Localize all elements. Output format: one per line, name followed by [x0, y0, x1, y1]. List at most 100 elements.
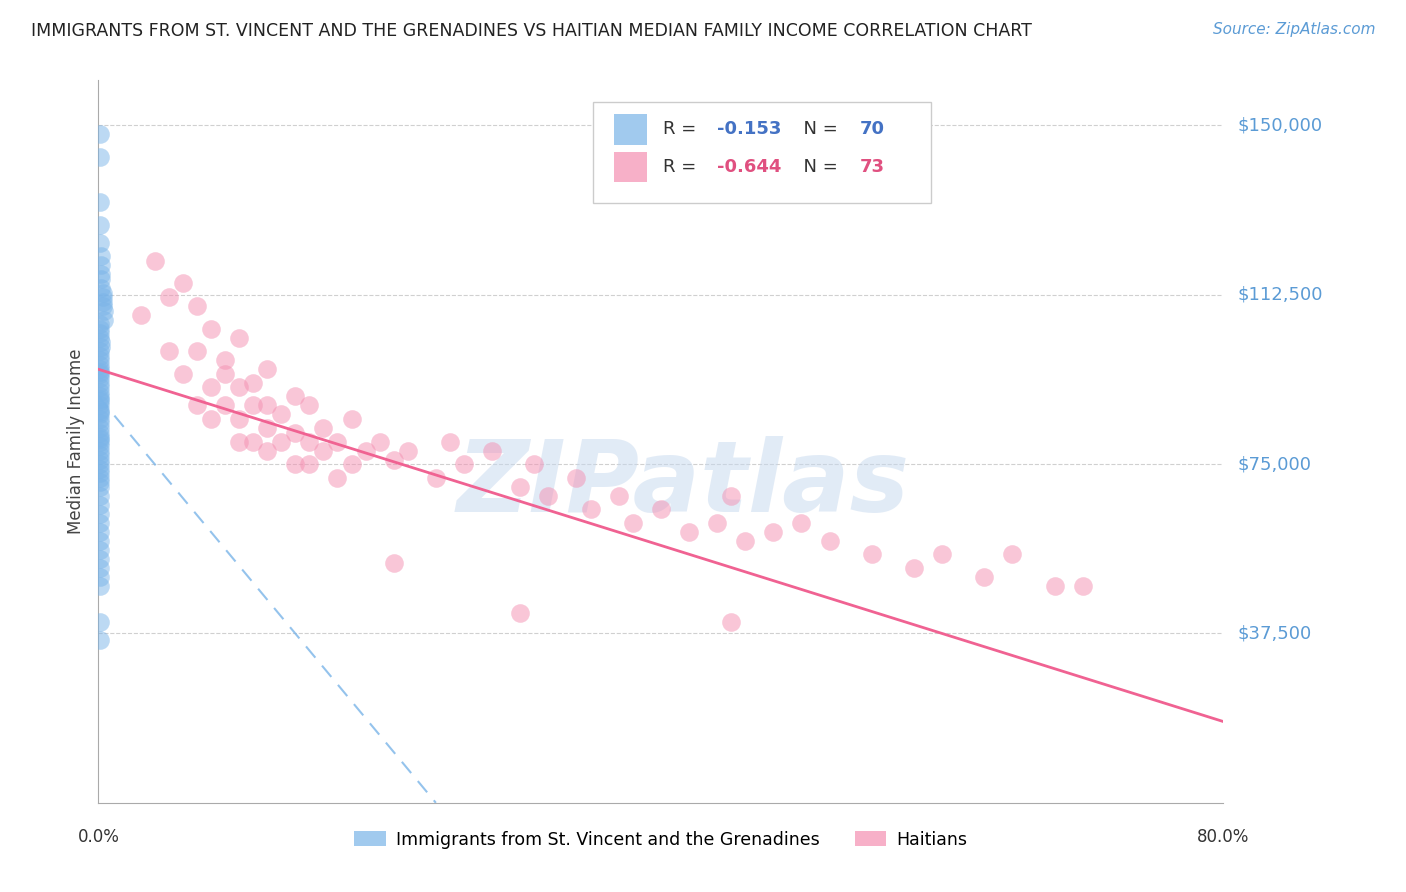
Point [91, 285, 114, 300]
FancyBboxPatch shape [613, 114, 647, 145]
Point [89, 358, 111, 372]
Point [89, 405, 111, 419]
Text: -0.153: -0.153 [717, 120, 782, 138]
Text: Source: ZipAtlas.com: Source: ZipAtlas.com [1212, 22, 1375, 37]
Text: ZIPatlas: ZIPatlas [457, 436, 910, 533]
Point [89, 384, 111, 399]
Point [270, 408, 292, 422]
Point [89, 579, 111, 593]
Point [89, 461, 111, 475]
Point [90, 268, 112, 282]
Point [439, 434, 461, 449]
Point [90, 249, 112, 263]
Point [89, 408, 111, 422]
Point [89, 615, 111, 630]
Point [89, 380, 111, 394]
Point [650, 502, 672, 516]
Point [382, 557, 405, 571]
Point [256, 443, 278, 458]
Point [89, 344, 111, 359]
Point [89, 218, 111, 232]
Point [425, 470, 447, 484]
Point [200, 321, 222, 335]
Point [89, 421, 111, 435]
Point [228, 434, 250, 449]
Point [509, 606, 531, 620]
Text: IMMIGRANTS FROM ST. VINCENT AND THE GRENADINES VS HAITIAN MEDIAN FAMILY INCOME C: IMMIGRANTS FROM ST. VINCENT AND THE GREN… [31, 22, 1032, 40]
Point [298, 457, 321, 471]
Point [481, 443, 503, 458]
Point [89, 432, 111, 446]
Point [89, 542, 111, 557]
Point [89, 448, 111, 462]
Point [89, 457, 111, 471]
Point [91, 290, 114, 304]
Point [89, 389, 111, 403]
Point [565, 470, 588, 484]
Point [579, 502, 602, 516]
Point [720, 489, 742, 503]
Point [284, 389, 307, 403]
Point [157, 344, 180, 359]
Point [89, 417, 111, 431]
Point [89, 480, 111, 494]
Point [172, 367, 194, 381]
Point [89, 349, 111, 363]
Point [734, 533, 756, 548]
Point [89, 376, 111, 390]
Point [1071, 579, 1094, 593]
Point [284, 425, 307, 440]
Point [256, 421, 278, 435]
Point [89, 552, 111, 566]
Point [284, 457, 307, 471]
Point [706, 516, 728, 530]
Point [90, 272, 112, 286]
Point [340, 457, 363, 471]
Point [89, 470, 111, 484]
Point [90, 335, 112, 350]
Point [523, 457, 546, 471]
Point [89, 475, 111, 490]
Point [298, 434, 321, 449]
Point [89, 533, 111, 548]
Point [89, 466, 111, 480]
Point [214, 398, 236, 412]
Point [89, 362, 111, 376]
Text: $75,000: $75,000 [1237, 455, 1312, 473]
Point [89, 516, 111, 530]
Text: -0.644: -0.644 [717, 158, 782, 176]
Text: 0.0%: 0.0% [77, 828, 120, 846]
Point [89, 412, 111, 426]
Point [89, 321, 111, 335]
Point [396, 443, 419, 458]
Point [89, 489, 111, 503]
Text: $37,500: $37,500 [1237, 624, 1312, 642]
Text: R =: R = [664, 158, 702, 176]
Point [89, 235, 111, 250]
Point [1001, 548, 1024, 562]
Point [509, 480, 531, 494]
Point [89, 393, 111, 408]
Point [143, 253, 166, 268]
Point [90, 259, 112, 273]
Point [186, 398, 208, 412]
Point [228, 331, 250, 345]
Point [89, 507, 111, 521]
Point [89, 128, 111, 142]
Point [89, 425, 111, 440]
Point [326, 470, 349, 484]
Point [973, 570, 995, 584]
Point [537, 489, 560, 503]
Point [214, 353, 236, 368]
Point [228, 412, 250, 426]
Point [312, 443, 335, 458]
Point [90, 340, 112, 354]
Point [298, 398, 321, 412]
Point [382, 452, 405, 467]
Y-axis label: Median Family Income: Median Family Income [67, 349, 86, 534]
Point [270, 434, 292, 449]
Point [242, 434, 264, 449]
Point [720, 615, 742, 630]
Point [90, 281, 112, 295]
Point [89, 434, 111, 449]
